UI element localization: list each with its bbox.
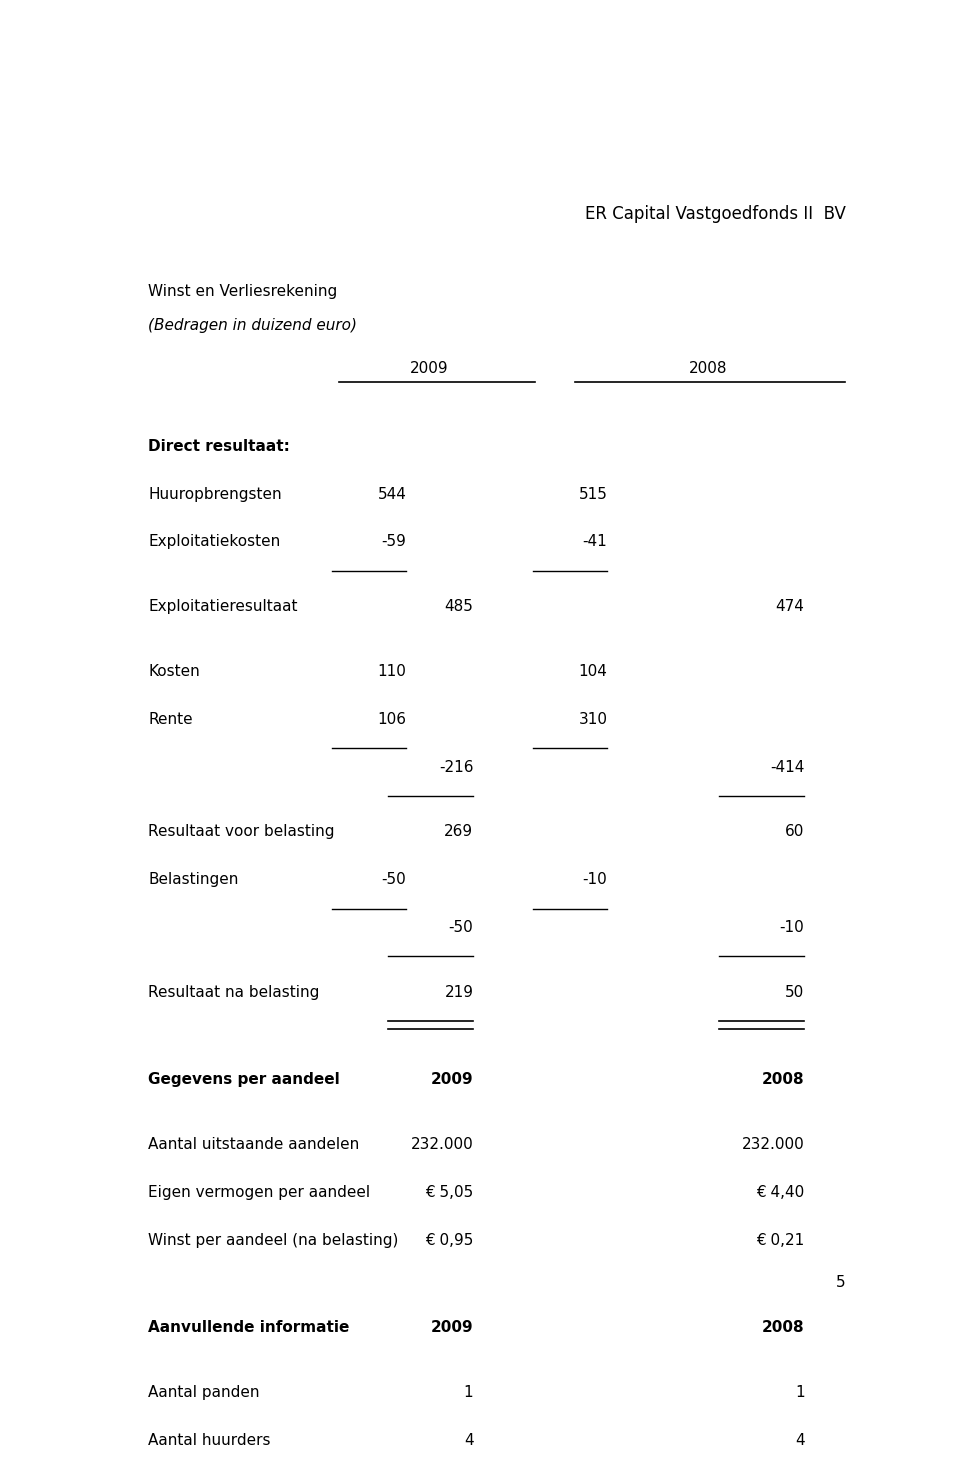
Text: Eigen vermogen per aandeel: Eigen vermogen per aandeel	[148, 1185, 371, 1199]
Text: -50: -50	[448, 920, 473, 935]
Text: Winst en Verliesrekening: Winst en Verliesrekening	[148, 284, 338, 300]
Text: 269: 269	[444, 824, 473, 839]
Text: 485: 485	[444, 600, 473, 614]
Text: Exploitatieresultaat: Exploitatieresultaat	[148, 600, 298, 614]
Text: -50: -50	[382, 871, 406, 888]
Text: 232.000: 232.000	[411, 1137, 473, 1152]
Text: Aantal huurders: Aantal huurders	[148, 1433, 271, 1447]
Text: € 4,40: € 4,40	[756, 1185, 804, 1199]
Text: 310: 310	[578, 712, 608, 727]
Text: 2009: 2009	[431, 1320, 473, 1335]
Text: Huuropbrengsten: Huuropbrengsten	[148, 486, 282, 502]
Text: 2009: 2009	[410, 362, 448, 377]
Text: 4: 4	[464, 1433, 473, 1447]
Text: 515: 515	[579, 486, 608, 502]
Text: Resultaat voor belasting: Resultaat voor belasting	[148, 824, 335, 839]
Text: 2008: 2008	[762, 1320, 804, 1335]
Text: € 0,95: € 0,95	[425, 1233, 473, 1248]
Text: -216: -216	[439, 759, 473, 774]
Text: 474: 474	[776, 600, 804, 614]
Text: 544: 544	[377, 486, 406, 502]
Text: 2009: 2009	[431, 1072, 473, 1087]
Text: -10: -10	[780, 920, 804, 935]
Text: 219: 219	[444, 985, 473, 1000]
Text: 60: 60	[785, 824, 804, 839]
Text: 50: 50	[785, 985, 804, 1000]
Text: 106: 106	[377, 712, 406, 727]
Text: € 5,05: € 5,05	[425, 1185, 473, 1199]
Text: Resultaat na belasting: Resultaat na belasting	[148, 985, 320, 1000]
Text: Aantal panden: Aantal panden	[148, 1385, 260, 1400]
Text: 2008: 2008	[762, 1072, 804, 1087]
Text: 232.000: 232.000	[742, 1137, 804, 1152]
Text: 2008: 2008	[688, 362, 727, 377]
Text: -414: -414	[770, 759, 804, 774]
Text: € 0,21: € 0,21	[756, 1233, 804, 1248]
Text: -59: -59	[381, 535, 406, 549]
Text: 104: 104	[579, 665, 608, 679]
Text: 1: 1	[795, 1385, 804, 1400]
Text: Aantal uitstaande aandelen: Aantal uitstaande aandelen	[148, 1137, 360, 1152]
Text: -41: -41	[583, 535, 608, 549]
Text: Direct resultaat:: Direct resultaat:	[148, 439, 290, 453]
Text: Kosten: Kosten	[148, 665, 200, 679]
Text: Belastingen: Belastingen	[148, 871, 239, 888]
Text: Winst per aandeel (na belasting): Winst per aandeel (na belasting)	[148, 1233, 398, 1248]
Text: 4: 4	[795, 1433, 804, 1447]
Text: Gegevens per aandeel: Gegevens per aandeel	[148, 1072, 340, 1087]
Text: (Bedragen in duizend euro): (Bedragen in duizend euro)	[148, 318, 357, 334]
Text: -10: -10	[583, 871, 608, 888]
Text: ER Capital Vastgoedfonds II  BV: ER Capital Vastgoedfonds II BV	[585, 204, 846, 223]
Text: 110: 110	[377, 665, 406, 679]
Text: Aanvullende informatie: Aanvullende informatie	[148, 1320, 349, 1335]
Text: 1: 1	[464, 1385, 473, 1400]
Text: 5: 5	[836, 1275, 846, 1289]
Text: Rente: Rente	[148, 712, 193, 727]
Text: Exploitatiekosten: Exploitatiekosten	[148, 535, 280, 549]
